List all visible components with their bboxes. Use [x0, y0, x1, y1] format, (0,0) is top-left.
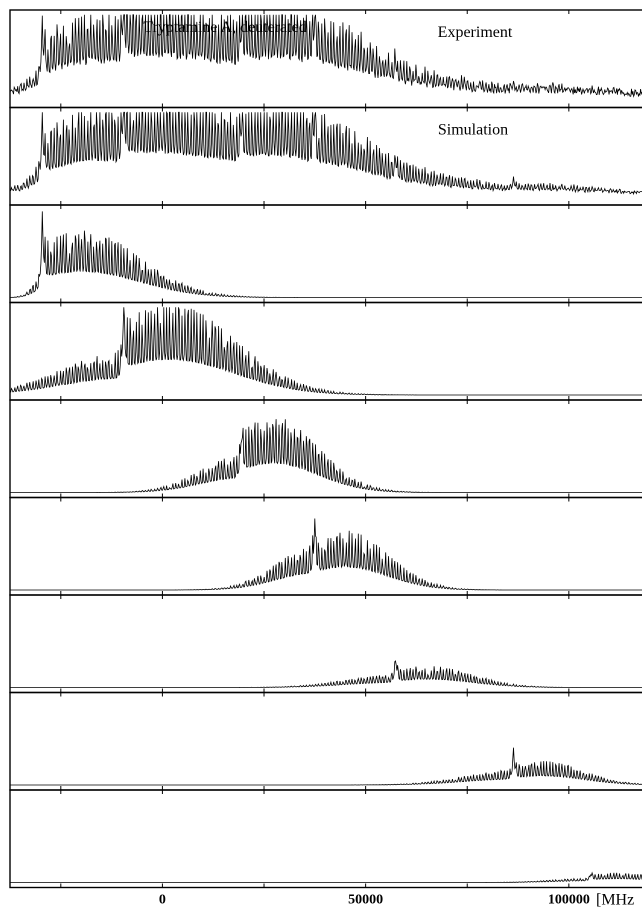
x-tick-label: 50000: [348, 893, 383, 908]
panel-frame: [9, 301, 642, 401]
series-line-component-4: [10, 518, 642, 591]
panel-8: [9, 691, 642, 791]
x-tick-label: 0: [159, 893, 166, 908]
x-unit-label: [MHz: [596, 892, 634, 909]
panel-label: Simulation: [438, 122, 508, 139]
series-line-Experiment: [9, 14, 642, 98]
panel-frame: [9, 496, 642, 596]
x-axis: Tryptamine A, deuterated 0 50000 100000 [MHz: [143, 19, 634, 909]
panel-1: Experiment: [9, 9, 642, 109]
panel-7: [9, 594, 642, 694]
series-line-component-2: [9, 307, 642, 396]
panel-3: [9, 204, 642, 304]
panel-5: [9, 399, 642, 499]
series-line-component-5: [10, 660, 642, 688]
series-line-component-3: [10, 419, 642, 493]
chart-title: Tryptamine A, deuterated: [143, 19, 306, 36]
panel-frame: [9, 789, 642, 889]
panel-9: [9, 789, 642, 889]
panel-4: [9, 301, 642, 401]
x-tick-label: 100000: [548, 893, 590, 908]
panel-frame: [9, 691, 642, 791]
series-line-component-7: [10, 871, 642, 883]
panel-2: Simulation: [9, 106, 642, 206]
series-line-Simulation: [9, 110, 642, 196]
panel-6: [9, 496, 642, 596]
panel-label: Experiment: [438, 24, 513, 41]
series-line-component-1: [9, 211, 642, 298]
panel-frame: [9, 594, 642, 694]
panel-frame: [9, 399, 642, 499]
series-line-component-6: [10, 747, 642, 786]
panels: Experiment Simulation: [9, 9, 642, 889]
